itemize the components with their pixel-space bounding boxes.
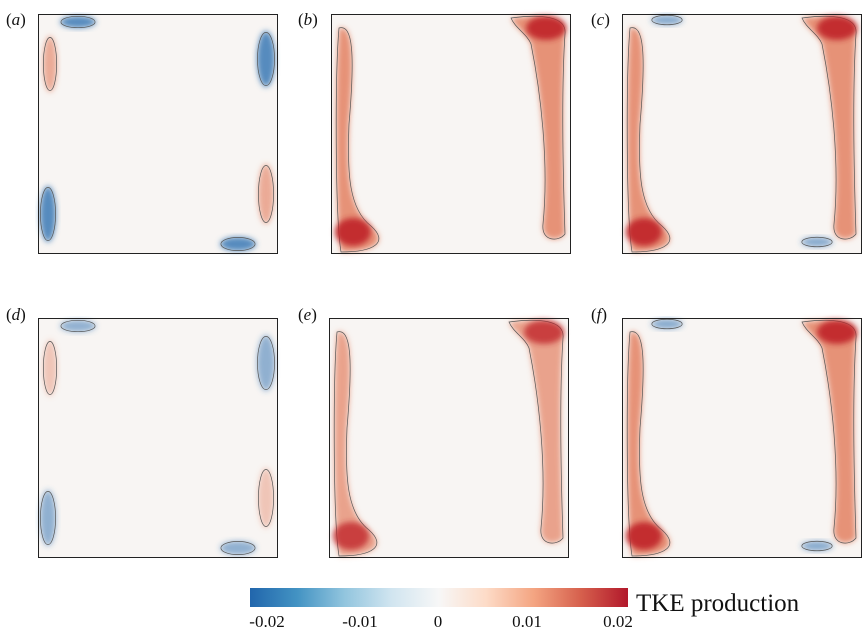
colorbar-tick-label: -0.01 (342, 612, 378, 631)
contour-line (220, 541, 256, 556)
panel-label-f: (f) (591, 305, 608, 324)
positive-peak (335, 218, 371, 246)
panel-background (331, 14, 571, 254)
positive-region (627, 331, 670, 556)
colorbar-tick-label: 0 (433, 612, 443, 631)
negative-region (40, 186, 56, 242)
panel-frame (38, 14, 278, 254)
negative-region (220, 541, 256, 555)
panel-frame (331, 14, 571, 254)
contour-line (333, 331, 378, 557)
contour-line (220, 237, 256, 252)
negative-region (60, 320, 96, 332)
contour-line (510, 15, 566, 240)
colorbar-tick-label: 0.02 (603, 612, 633, 631)
panel-label-d: (d) (6, 305, 26, 324)
negative-region (40, 490, 56, 546)
positive-region (336, 27, 379, 252)
panel-background (38, 318, 278, 558)
panel-label-b: (b) (298, 10, 318, 29)
contour-panel-b (331, 14, 571, 254)
colorbar-tick-label: -0.02 (249, 612, 285, 631)
positive-region (258, 164, 274, 224)
contour-line (801, 540, 833, 552)
contour-line (40, 187, 56, 241)
negative-region (60, 16, 96, 28)
colorbar-tick-label: 0.01 (512, 612, 542, 631)
panel-frame (329, 318, 569, 558)
panel-background (38, 14, 278, 254)
panel-label-e: (e) (298, 305, 317, 324)
contour-line (801, 15, 857, 240)
positive-region (511, 16, 566, 240)
negative-region (801, 237, 833, 247)
colorbar-gradient (250, 588, 628, 607)
contour-line (60, 319, 96, 333)
colorbar (250, 588, 628, 607)
panel-label-a: (a) (6, 10, 26, 29)
contour-line (60, 15, 96, 29)
negative-region (651, 15, 683, 25)
positive-peak (817, 320, 857, 344)
panel-background (622, 14, 862, 254)
contour-line (257, 336, 275, 390)
contour-line (801, 319, 857, 544)
positive-peak (626, 218, 662, 246)
contour-line (626, 331, 671, 557)
negative-region (651, 319, 683, 329)
positive-region (802, 16, 857, 240)
panel-label-c: (c) (591, 10, 610, 29)
panel-background (329, 318, 569, 558)
panel-background (622, 318, 862, 558)
contour-line (651, 14, 683, 26)
negative-region (220, 237, 256, 251)
contour-line (257, 32, 275, 86)
positive-peak (626, 522, 662, 550)
positive-peak (526, 16, 566, 40)
positive-region (258, 468, 274, 528)
contour-line (258, 165, 274, 223)
positive-region (802, 320, 857, 544)
panel-frame (38, 318, 278, 558)
positive-region (334, 331, 377, 556)
contour-line (42, 37, 58, 91)
contour-line (42, 341, 58, 395)
contour-line (40, 491, 56, 545)
contour-panel-e (329, 318, 569, 558)
colorbar-title: TKE production (636, 590, 800, 617)
contour-line (801, 236, 833, 248)
positive-peak (524, 320, 564, 344)
negative-region (257, 335, 275, 391)
contour-panel-c (622, 14, 862, 254)
negative-region (801, 541, 833, 551)
contour-panel-f (622, 318, 862, 558)
contour-line (508, 319, 564, 544)
positive-region (509, 320, 564, 544)
contour-panel-a (38, 14, 278, 254)
positive-region (627, 27, 670, 252)
positive-peak (817, 16, 857, 40)
positive-peak (333, 522, 369, 550)
contour-line (258, 469, 274, 527)
contour-line (626, 27, 671, 253)
contour-panel-d (38, 318, 278, 558)
negative-region (257, 31, 275, 87)
positive-region (43, 36, 57, 92)
contour-line (335, 27, 380, 253)
contour-line (651, 318, 683, 330)
positive-region (43, 340, 57, 396)
